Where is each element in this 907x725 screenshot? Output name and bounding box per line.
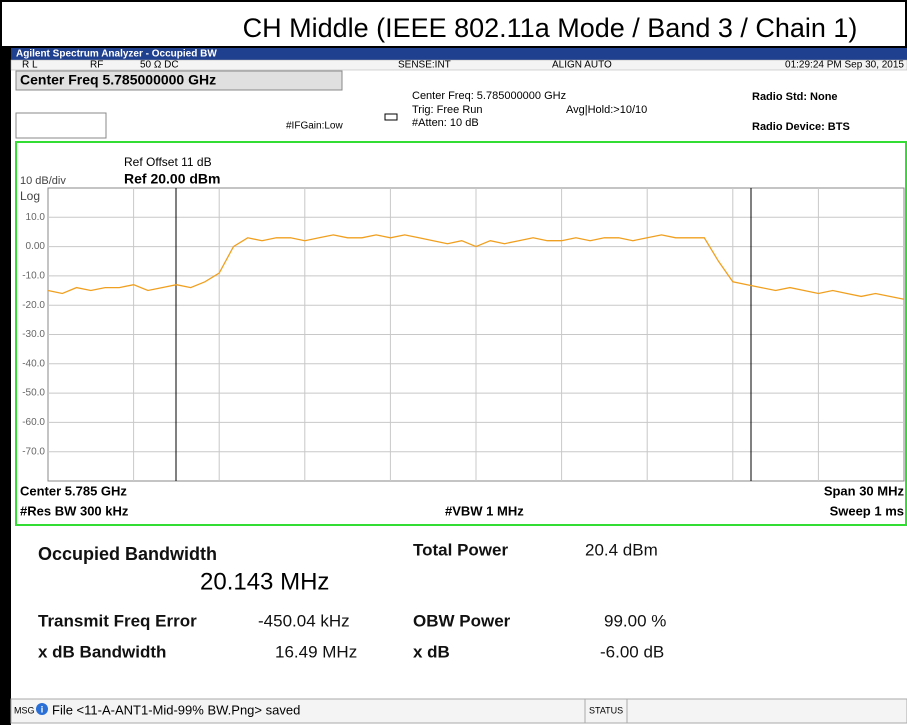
- xdb-label: x dB: [413, 642, 450, 661]
- timestamp: 01:29:24 PM Sep 30, 2015: [785, 60, 904, 71]
- title: CH Middle (IEEE 802.11a Mode / Band 3 / …: [243, 13, 858, 43]
- obw-value: 20.143 MHz: [200, 568, 329, 595]
- y-tick-label: -30.0: [22, 329, 45, 340]
- radio-device: Radio Device: BTS: [752, 121, 850, 133]
- y-tick-label: 10.0: [26, 212, 46, 223]
- scale: 10 dB/div: [20, 175, 66, 187]
- obw-label: Occupied Bandwidth: [38, 544, 217, 564]
- freq-error-value: -450.04 kHz: [258, 611, 350, 630]
- xdb-bw-label: x dB Bandwidth: [38, 642, 166, 661]
- center-freq: Center Freq: 5.785000000 GHz: [412, 90, 566, 102]
- radio-std: Radio Std: None: [752, 91, 838, 103]
- y-tick-label: -10.0: [22, 271, 45, 282]
- align: ALIGN AUTO: [552, 60, 612, 71]
- y-tick-label: -40.0: [22, 358, 45, 369]
- input: 50 Ω DC: [140, 60, 179, 71]
- center-freq-box[interactable]: [15, 70, 343, 91]
- xdb-bw-value: 16.49 MHz: [275, 642, 357, 661]
- y-tick-label: -70.0: [22, 446, 45, 457]
- vbw: #VBW 1 MHz: [445, 503, 524, 518]
- log: Log: [20, 189, 40, 203]
- input-box[interactable]: [15, 112, 107, 139]
- center-freq-box-text: Center Freq 5.785000000 GHz: [20, 72, 216, 88]
- status-row: [10, 59, 907, 71]
- freq-error-label: Transmit Freq Error: [38, 611, 197, 630]
- rf: RF: [90, 60, 103, 71]
- title-banner: [0, 0, 907, 48]
- y-tick-label: -20.0: [22, 300, 45, 311]
- total-power-label: Total Power: [413, 540, 508, 559]
- trigger-icon: [384, 113, 398, 121]
- y-tick-label: -60.0: [22, 417, 45, 428]
- xdb-value: -6.00 dB: [600, 642, 664, 661]
- y-tick-label: -50.0: [22, 388, 45, 399]
- status-bar: [10, 698, 907, 724]
- sweep: Sweep 1 ms: [830, 503, 904, 518]
- msg: MSG: [14, 705, 35, 715]
- center: Center 5.785 GHz: [20, 483, 127, 498]
- info-icon-glyph: i: [41, 704, 44, 714]
- span: Span 30 MHz: [824, 483, 905, 498]
- obw-power-label: OBW Power: [413, 611, 511, 630]
- info-icon: [36, 703, 48, 715]
- sense: SENSE:INT: [398, 60, 451, 71]
- left-border: [0, 0, 11, 725]
- rl: R L: [22, 60, 38, 71]
- ref-level: Ref 20.00 dBm: [124, 171, 220, 187]
- res-bw: #Res BW 300 kHz: [20, 503, 129, 518]
- total-power-value: 20.4 dBm: [585, 540, 658, 559]
- window-title-bar: [11, 48, 907, 60]
- avg-hold: Avg|Hold:>10/10: [566, 104, 647, 116]
- trig: Trig: Free Run: [412, 104, 483, 116]
- status: STATUS: [589, 705, 623, 715]
- plot: 10.0 0.00 -10.0 -20.0 -30.0 -40.0 -50.0 -60.0 -7…: [22, 187, 905, 482]
- atten: #Atten: 10 dB: [412, 117, 479, 129]
- trace: [47, 234, 905, 300]
- message: File <11-A-ANT1-Mid-99% BW.Png> saved: [52, 702, 300, 717]
- ref-offset: Ref Offset 11 dB: [124, 155, 212, 169]
- window-title: Agilent Spectrum Analyzer - Occupied BW: [16, 49, 217, 60]
- if-gain: #IFGain:Low: [286, 121, 343, 132]
- obw-power-value: 99.00 %: [604, 611, 666, 630]
- y-tick-label: 0.00: [26, 241, 46, 252]
